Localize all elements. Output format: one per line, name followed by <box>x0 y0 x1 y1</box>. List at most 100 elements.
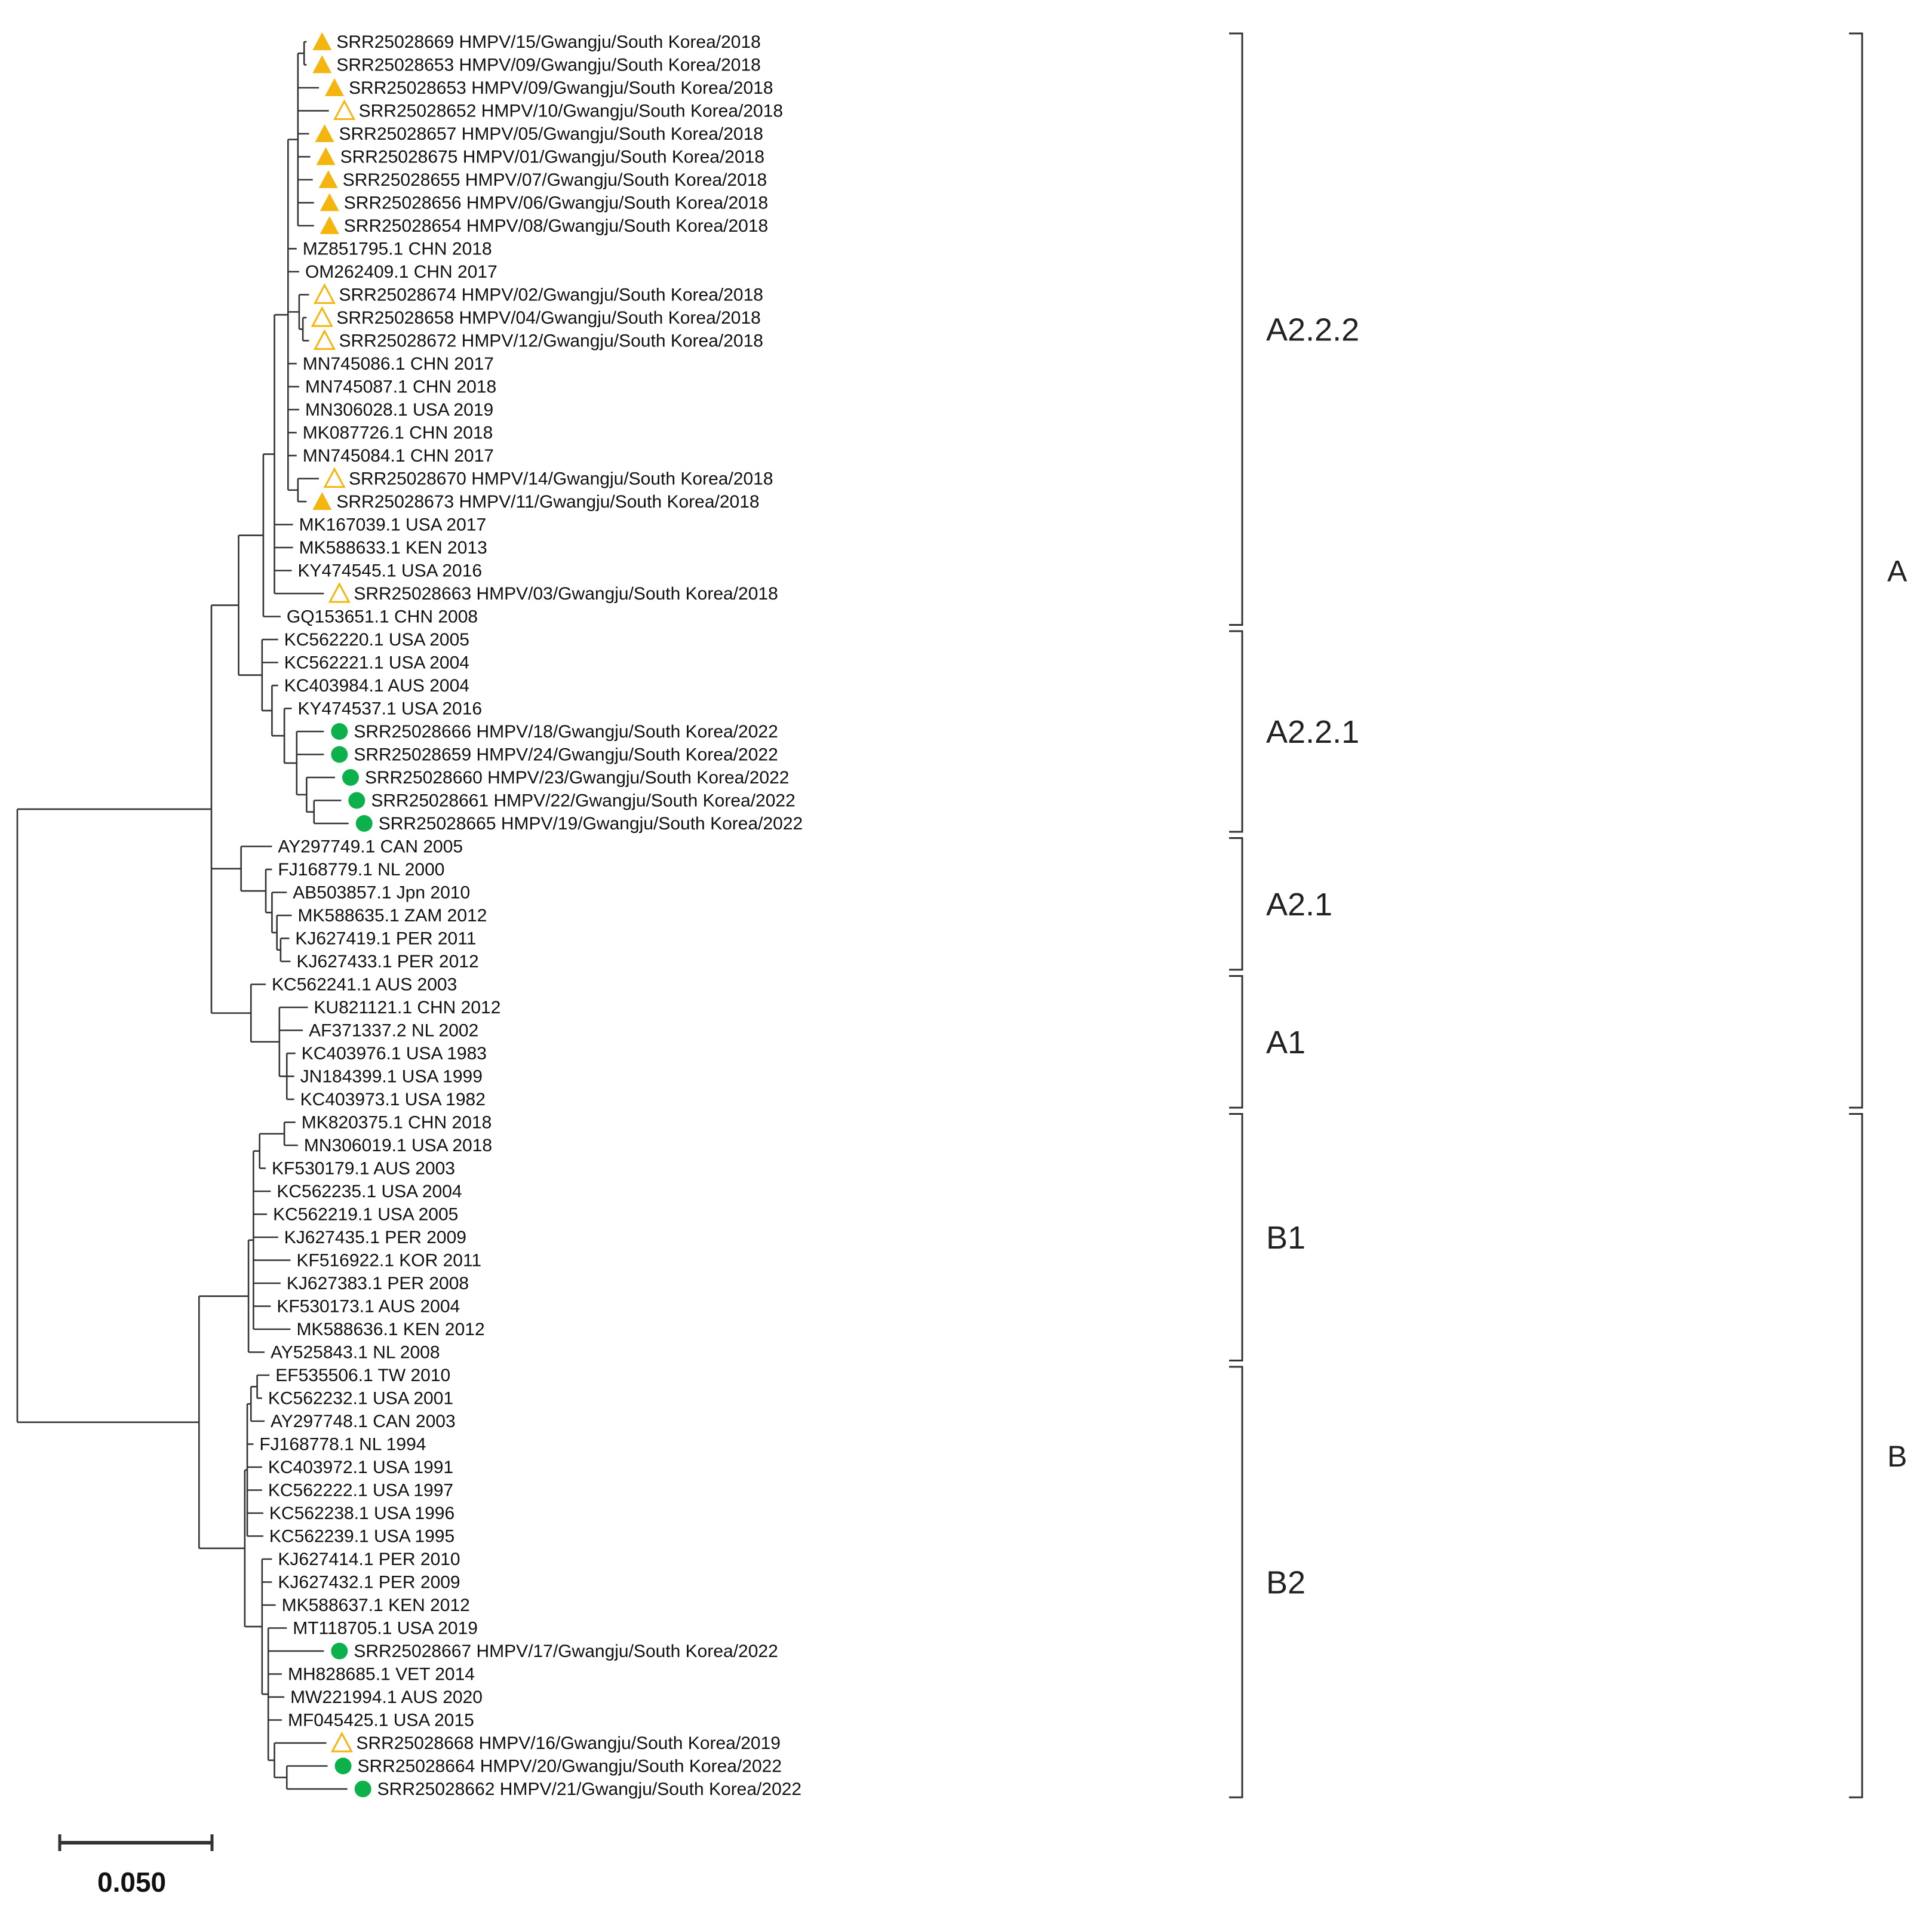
taxon-label: KF530179.1 AUS 2003 <box>272 1159 455 1179</box>
filled-triangle-marker <box>320 193 339 211</box>
taxon-label: MF045425.1 USA 2015 <box>288 1711 474 1730</box>
taxon-label: KJ627419.1 PER 2011 <box>295 929 476 949</box>
taxon-label: KF516922.1 KOR 2011 <box>296 1251 481 1271</box>
tree-branches <box>16 41 349 1790</box>
taxon-label: FJ168778.1 NL 1994 <box>259 1435 426 1455</box>
taxon-label: SRR25028664 HMPV/20/Gwangju/South Korea/… <box>358 1757 782 1776</box>
clade-label: B1 <box>1266 1220 1306 1256</box>
taxon-label: KC562239.1 USA 1995 <box>269 1527 454 1547</box>
clade-brackets: A2.2.2 A2.2.1 A2.1 A1 B1 B2 A B <box>1229 32 1908 1799</box>
taxon-label: KC562220.1 USA 2005 <box>284 630 469 650</box>
taxon-label: AY297749.1 CAN 2005 <box>278 837 463 857</box>
taxon-label: MK588633.1 KEN 2013 <box>299 538 487 558</box>
taxon-label: AY297748.1 CAN 2003 <box>271 1412 456 1431</box>
taxon-label: AY525843.1 NL 2008 <box>271 1343 440 1363</box>
taxon-label: KJ627414.1 PER 2010 <box>278 1550 460 1569</box>
clade-bracket <box>1229 630 1243 833</box>
filled-triangle-marker <box>315 124 334 142</box>
open-triangle-marker <box>330 1731 353 1753</box>
taxon-label: SRR25028660 HMPV/23/Gwangju/South Korea/… <box>365 768 789 788</box>
green-circle-marker <box>331 723 348 740</box>
taxon-label: SRR25028675 HMPV/01/Gwangju/South Korea/… <box>340 147 764 167</box>
clade-label: B <box>1887 1440 1907 1473</box>
taxon-label: KC403972.1 USA 1991 <box>268 1458 453 1477</box>
taxon-label: SRR25028674 HMPV/02/Gwangju/South Korea/… <box>339 285 763 305</box>
taxon-label: SRR25028663 HMPV/03/Gwangju/South Korea/… <box>354 584 778 604</box>
taxon-label: SRR25028662 HMPV/21/Gwangju/South Korea/… <box>377 1779 801 1799</box>
taxon-label: KJ627432.1 PER 2009 <box>278 1573 460 1593</box>
taxon-label: SRR25028652 HMPV/10/Gwangju/South Korea/… <box>359 102 783 121</box>
clade-bracket <box>1229 1113 1243 1361</box>
taxon-label: MN306028.1 USA 2019 <box>305 400 493 420</box>
green-circle-marker <box>354 1781 371 1797</box>
taxon-label: KU821121.1 CHN 2012 <box>314 998 500 1017</box>
taxon-label: KC562238.1 USA 1996 <box>269 1504 454 1523</box>
taxon-label: SRR25028654 HMPV/08/Gwangju/South Korea/… <box>344 216 768 236</box>
taxon-label: KC403984.1 AUS 2004 <box>284 676 469 696</box>
taxon-label: KF530173.1 AUS 2004 <box>277 1297 460 1317</box>
open-triangle-marker <box>311 306 333 327</box>
taxon-label: SRR25028657 HMPV/05/Gwangju/South Korea/… <box>339 124 763 144</box>
taxon-label: SRR25028653 HMPV/09/Gwangju/South Korea/… <box>336 56 760 75</box>
taxon-label: SRR25028667 HMPV/17/Gwangju/South Korea/… <box>354 1641 778 1661</box>
taxon-label: AB503857.1 Jpn 2010 <box>293 883 470 903</box>
taxon-label: SRR25028653 HMPV/09/Gwangju/South Korea/… <box>349 78 773 98</box>
taxon-label: KJ627433.1 PER 2012 <box>296 952 478 972</box>
green-circle-marker <box>355 815 373 832</box>
taxon-label: MN745087.1 CHN 2018 <box>305 377 496 397</box>
green-circle-marker <box>348 792 365 809</box>
scale-bar: 0.050 <box>58 1834 214 1898</box>
open-triangle-marker <box>323 467 346 488</box>
taxon-label: SRR25028673 HMPV/11/Gwangju/South Korea/… <box>336 492 759 512</box>
scale-bar-label: 0.050 <box>97 1867 166 1898</box>
taxon-label: KY474537.1 USA 2016 <box>298 699 483 719</box>
taxon-label: MK167039.1 USA 2017 <box>299 515 487 535</box>
taxon-label: SRR25028655 HMPV/07/Gwangju/South Korea/… <box>343 170 767 190</box>
taxon-label: SRR25028668 HMPV/16/Gwangju/South Korea/… <box>356 1733 780 1753</box>
taxon-label: SRR25028670 HMPV/14/Gwangju/South Korea/… <box>349 469 773 489</box>
filled-triangle-marker <box>320 216 339 234</box>
leaf-labels: SRR25028669 HMPV/15/Gwangju/South Korea/… <box>259 32 803 1799</box>
green-circle-marker <box>331 746 348 763</box>
taxon-label: AF371337.2 NL 2002 <box>309 1021 478 1041</box>
taxon-label: SRR25028658 HMPV/04/Gwangju/South Korea/… <box>336 308 760 328</box>
taxon-label: KJ627383.1 PER 2008 <box>287 1274 469 1293</box>
taxon-label: SRR25028672 HMPV/12/Gwangju/South Korea/… <box>339 331 763 351</box>
filled-triangle-marker <box>318 170 338 188</box>
taxon-label: SRR25028669 HMPV/15/Gwangju/South Korea/… <box>336 32 760 52</box>
taxon-label: MW221994.1 AUS 2020 <box>290 1687 483 1707</box>
taxon-label: SRR25028666 HMPV/18/Gwangju/South Korea/… <box>354 722 778 742</box>
clade-bracket <box>1229 32 1243 626</box>
taxon-label: KC562219.1 USA 2005 <box>273 1205 458 1225</box>
clade-label: A2.1 <box>1266 887 1332 923</box>
open-triangle-marker <box>333 99 356 120</box>
open-triangle-marker <box>314 283 336 304</box>
taxon-label: MK588635.1 ZAM 2012 <box>298 906 487 926</box>
clade-label: B2 <box>1266 1565 1306 1601</box>
taxon-label: SRR25028659 HMPV/24/Gwangju/South Korea/… <box>354 745 778 765</box>
clade-bracket <box>1849 1113 1863 1799</box>
taxon-label: MK087726.1 CHN 2018 <box>303 423 493 443</box>
taxon-label: EF535506.1 TW 2010 <box>275 1366 450 1385</box>
green-circle-marker <box>342 769 359 786</box>
taxon-label: KC562222.1 USA 1997 <box>268 1481 453 1501</box>
taxon-label: MN745084.1 CHN 2017 <box>303 446 494 466</box>
taxon-label: KY474545.1 USA 2016 <box>298 561 483 581</box>
taxon-label: MZ851795.1 CHN 2018 <box>303 239 492 259</box>
clade-bracket <box>1229 837 1243 971</box>
taxon-label: MT118705.1 USA 2019 <box>293 1619 478 1639</box>
taxon-label: KC562235.1 USA 2004 <box>277 1182 462 1201</box>
taxon-label: SRR25028656 HMPV/06/Gwangju/South Korea/… <box>344 193 768 213</box>
taxon-label: OM262409.1 CHN 2017 <box>305 262 497 282</box>
clade-bracket <box>1229 1366 1243 1799</box>
taxon-label: SRR25028661 HMPV/22/Gwangju/South Korea/… <box>371 791 795 811</box>
taxon-label: MK588636.1 KEN 2012 <box>296 1320 484 1339</box>
filled-triangle-marker <box>312 32 332 50</box>
open-triangle-marker <box>314 329 336 350</box>
green-circle-marker <box>331 1643 348 1659</box>
taxon-label: KC403976.1 USA 1983 <box>302 1044 487 1063</box>
taxon-label: MK588637.1 KEN 2012 <box>282 1596 470 1615</box>
clade-label: A <box>1887 555 1908 588</box>
taxon-label: MK820375.1 CHN 2018 <box>302 1113 492 1133</box>
